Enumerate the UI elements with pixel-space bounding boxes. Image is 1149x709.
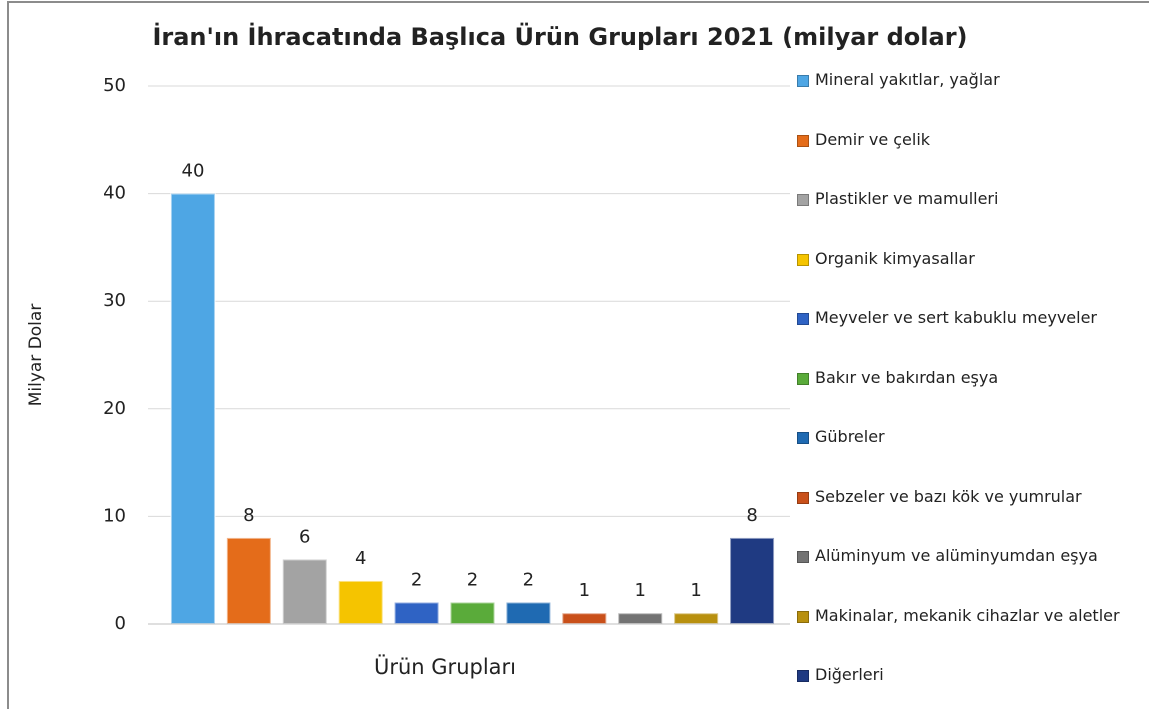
legend-label: Bakır ve bakırdan eşya [815, 367, 999, 387]
legend-swatch [797, 491, 809, 504]
bar [505, 601, 552, 625]
legend-item: Sebzeler ve bazı kök ve yumrular [797, 486, 1137, 508]
bar [225, 536, 272, 625]
bar [729, 536, 776, 625]
legend: Mineral yakıtlar, yağlar Demir ve çelik Pl… [797, 0, 1142, 709]
data-label: 8 [746, 505, 757, 526]
y-tick-label: 40 [103, 183, 126, 204]
legend-item: Plastikler ve mamulleri [797, 188, 1137, 210]
legend-item: Bakır ve bakırdan eşya [797, 367, 1137, 389]
data-label: 1 [579, 580, 590, 601]
bar [337, 579, 384, 626]
legend-swatch [797, 372, 809, 385]
data-label: 2 [523, 569, 534, 590]
legend-swatch [797, 253, 809, 266]
y-tick-label: 10 [103, 505, 126, 526]
legend-swatch [797, 551, 809, 563]
legend-swatch [797, 194, 809, 206]
legend-label: Diğerleri [815, 665, 884, 684]
legend-swatch [797, 75, 809, 87]
y-tick-label: 30 [103, 290, 126, 311]
legend-item: Mineral yakıtlar, yağlar [797, 69, 1137, 91]
legend-swatch [797, 670, 809, 682]
data-label: 40 [182, 161, 205, 182]
legend-item: Alüminyum ve alüminyumdan eşya [797, 545, 1137, 567]
data-label: 8 [243, 505, 254, 526]
legend-label: Meyveler ve sert kabuklu meyveler [815, 308, 1097, 327]
data-label: 2 [467, 569, 478, 590]
legend-label: Makinalar, mekanik cihazlar ve aletler [815, 605, 1120, 625]
y-tick-label: 0 [115, 613, 126, 634]
bar [617, 612, 664, 625]
legend-item: Organik kimyasallar [797, 248, 1137, 270]
data-label: 1 [690, 580, 701, 601]
bar [169, 192, 216, 625]
bar [673, 612, 720, 625]
legend-item: Makinalar, mekanik cihazlar ve aletler [797, 605, 1137, 627]
y-tick-label: 50 [103, 75, 126, 96]
bar [393, 601, 440, 625]
legend-label: Alüminyum ve alüminyumdan eşya [815, 546, 1098, 565]
legend-label: Mineral yakıtlar, yağlar [815, 70, 1000, 89]
bar [561, 612, 608, 625]
data-label: 2 [411, 569, 422, 590]
data-label: 6 [299, 526, 310, 547]
x-axis-title: Ürün Grupları [374, 654, 516, 679]
bar [281, 558, 328, 625]
legend-label: Organik kimyasallar [815, 248, 975, 268]
y-tick-label: 20 [103, 398, 126, 419]
legend-swatch [797, 610, 809, 623]
legend-label: Sebzeler ve bazı kök ve yumrular [815, 486, 1082, 506]
legend-item: Meyveler ve sert kabuklu meyveler [797, 307, 1137, 329]
y-axis-title: Milyar Dolar [26, 304, 46, 407]
data-label: 4 [355, 548, 366, 569]
legend-label: Demir ve çelik [815, 129, 931, 149]
legend-label: Gübreler [815, 427, 885, 446]
legend-item: Demir ve çelik [797, 129, 1137, 151]
data-label: 1 [635, 580, 646, 601]
chart-title: İran'ın İhracatında Başlıca Ürün Gruplar… [152, 21, 967, 51]
legend-swatch [797, 313, 809, 325]
legend-item: Diğerleri [797, 664, 1137, 686]
legend-item: Gübreler [797, 426, 1137, 448]
bar [449, 601, 496, 625]
legend-swatch [797, 134, 809, 147]
legend-label: Plastikler ve mamulleri [815, 189, 999, 208]
legend-swatch [797, 432, 809, 444]
chart-border [7, 1, 1149, 709]
